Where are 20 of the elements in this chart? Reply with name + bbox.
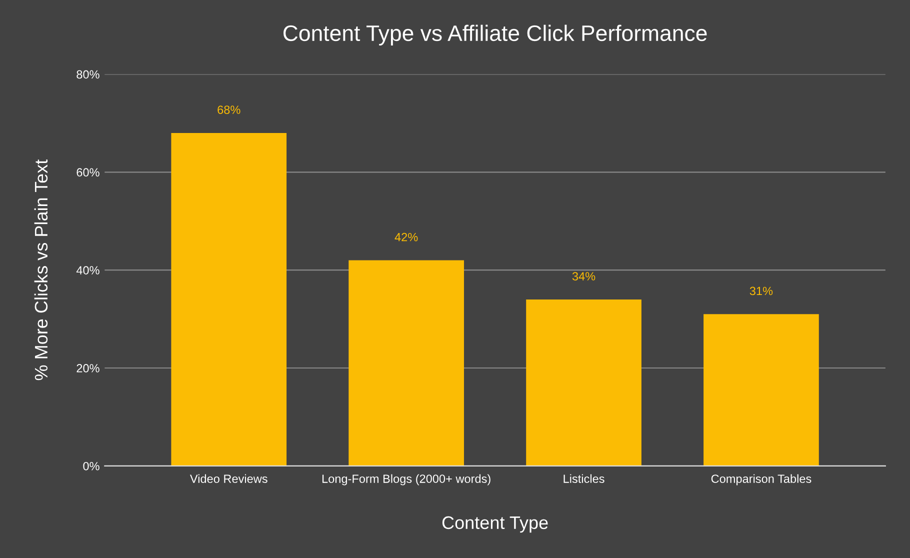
bar xyxy=(526,299,642,466)
y-tick-label: 60% xyxy=(76,168,100,177)
x-tick-label: Long-Form Blogs (2000+ words) xyxy=(322,474,490,486)
y-axis-title: % More Clicks vs Plain Text xyxy=(34,159,48,380)
bar xyxy=(704,314,819,466)
x-tick-label: Comparison Tables xyxy=(711,474,812,486)
data-label: 31% xyxy=(750,286,773,296)
data-label: 34% xyxy=(572,272,596,280)
data-label: 42% xyxy=(394,232,418,242)
y-tick-label: 80% xyxy=(76,70,100,79)
x-tick-label: Video Reviews xyxy=(190,474,268,483)
chart-title: Content Type vs Affiliate Click Performance xyxy=(284,24,707,46)
x-axis-title: Content Type xyxy=(442,516,548,533)
y-tick-label: 40% xyxy=(76,266,100,274)
y-tick-label: 20% xyxy=(76,364,100,372)
y-tick-label: 0% xyxy=(83,462,100,470)
x-tick-label: Listicles xyxy=(564,474,604,483)
bar xyxy=(348,260,464,466)
data-label: 68% xyxy=(218,106,240,114)
bar xyxy=(171,132,287,466)
